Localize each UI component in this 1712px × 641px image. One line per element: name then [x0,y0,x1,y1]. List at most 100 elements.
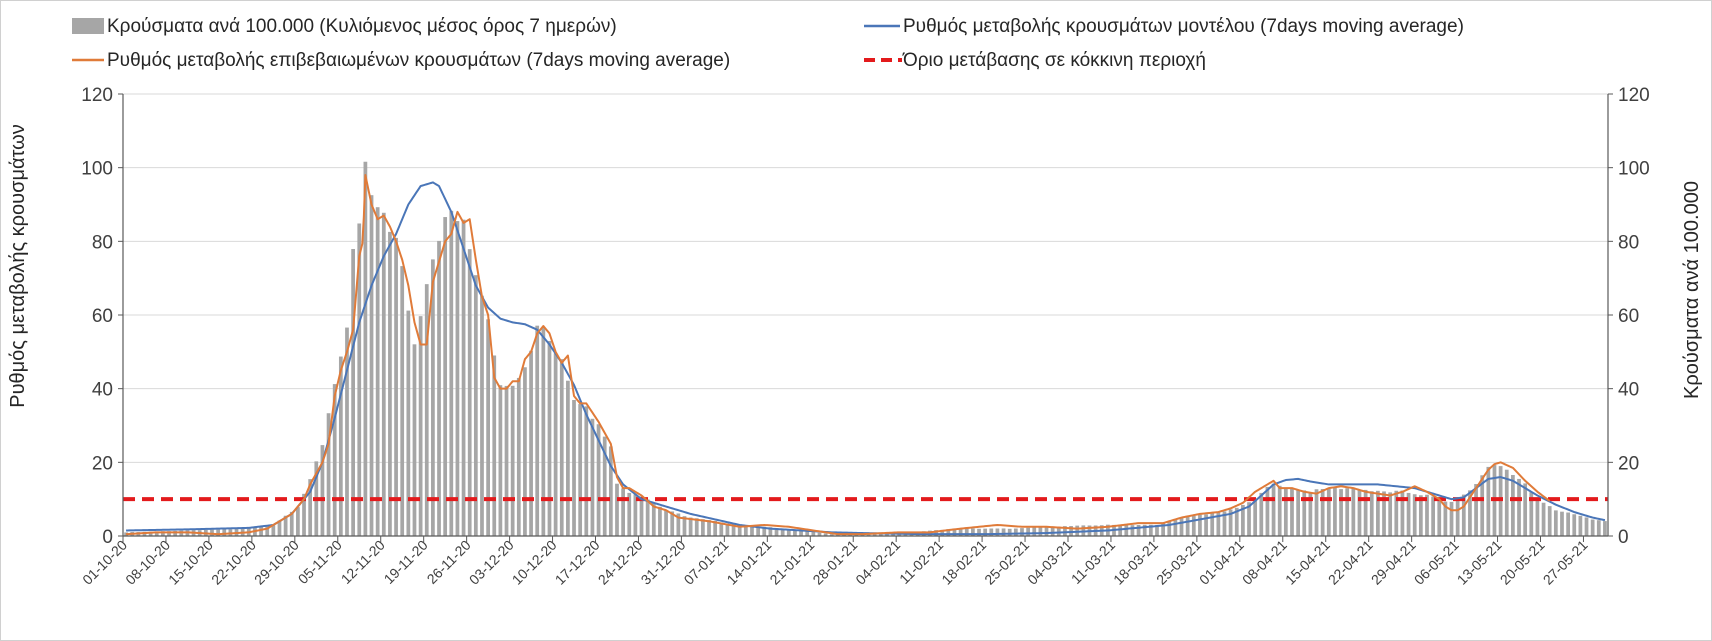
bar [1382,491,1386,536]
bar [461,219,466,536]
bar [1271,483,1276,536]
bar [375,207,380,536]
bar-series [124,161,1607,537]
bar [1277,485,1282,536]
legend-label-bars: Κρούσματα ανά 100.000 (Κυλιόμενος μέσος … [107,16,617,37]
bar [1253,498,1258,536]
y-tick-label-right: 120 [1618,85,1650,106]
bar [688,517,693,536]
bar [1056,526,1061,536]
bar [602,436,607,536]
bar [983,528,988,536]
bar [1431,496,1435,536]
bar [1308,492,1313,536]
bar [369,195,374,537]
bar [1339,489,1343,536]
bar [1394,490,1399,536]
bar [1191,515,1196,536]
bar [1443,501,1448,536]
bar [762,526,767,536]
bar [743,525,748,536]
bar [480,295,484,536]
bar [1007,528,1012,536]
x-tick-label: 08-04-21 [1239,537,1290,588]
x-tick-label: 19-11-20 [381,537,431,587]
bar [731,524,736,536]
bar [817,532,822,536]
bar [725,523,730,536]
bar [338,356,343,536]
bar [1155,524,1159,536]
bar [572,399,576,536]
bar [639,496,644,536]
bar [1523,483,1528,536]
x-tick-label: 25-03-21 [1153,537,1204,588]
bar [1553,510,1558,536]
y-axis-label-right: Κρούσματα ανά 100.000 [1681,181,1703,399]
bar [1290,487,1294,536]
bar [351,249,355,536]
bar [161,531,165,536]
bar [455,221,460,537]
legend: Κρούσματα ανά 100.000 (Κυλιόμενος μέσος … [72,16,1464,71]
bar [179,530,184,536]
bar [1142,524,1147,536]
bar [559,359,564,536]
bar [296,507,300,536]
x-tick-label: 08-10-20 [122,537,173,588]
bar [302,493,306,536]
bar [1541,502,1546,536]
bar [1486,466,1491,536]
bar [1572,514,1577,536]
x-tick-label: 28-01-21 [809,537,860,588]
bar [424,284,429,536]
bar [510,385,515,536]
bar [1517,478,1521,536]
x-tick-label: 29-04-21 [1368,537,1419,588]
bar [1326,488,1331,536]
bar [529,350,533,536]
bar [872,533,877,536]
bar [977,528,981,536]
bar [645,499,650,536]
bar [608,446,613,536]
bar [1474,484,1478,536]
bar [1234,507,1239,536]
bar [989,528,994,536]
bar [621,488,625,536]
bar [676,513,681,536]
bar [756,526,760,536]
bar [271,525,276,536]
bar [707,520,711,536]
bar [615,483,619,536]
bar [958,528,963,536]
bar [1345,488,1350,536]
bar [148,531,153,536]
y-axis-label-left: Ρυθμός μεταβολής κρουσμάτων [7,124,29,408]
bar [332,384,337,536]
bar [1584,517,1589,536]
y-ticks-right: 0 20 40 60 80 100 120 [1618,85,1650,548]
x-tick-label: 22-04-21 [1325,537,1376,588]
legend-label-threshold: Όριο μετάβασης σε κόκκινη περιοχή [902,50,1206,71]
legend-swatch-bars [72,18,104,34]
bar [400,266,405,536]
bar [1038,527,1043,536]
bar [394,237,398,536]
bar [1314,489,1319,536]
x-tick-label: 15-10-20 [165,537,216,588]
bar [1173,519,1178,536]
bar [167,531,171,536]
bar [1020,528,1024,536]
x-tick-label: 03-12-20 [466,537,517,588]
bar [437,240,441,536]
bar [793,529,797,536]
y-tick-label-right: 80 [1618,232,1639,253]
x-tick-label: 07-01-21 [681,537,732,588]
x-tick-label: 17-12-20 [552,537,603,588]
bar [1136,524,1141,536]
bar [866,533,871,536]
bar [492,355,497,536]
bar [1148,524,1153,536]
